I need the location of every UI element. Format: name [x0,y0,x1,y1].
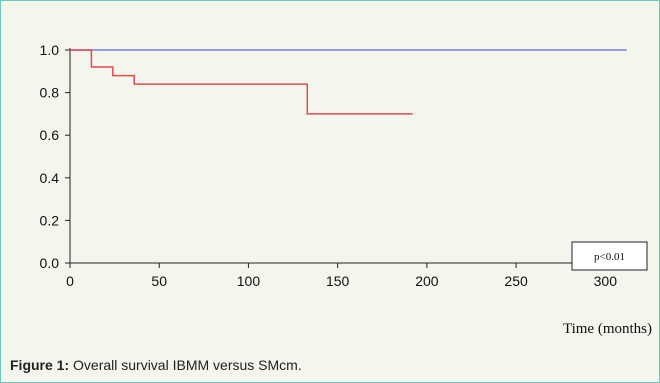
x-tick-label: 200 [415,273,439,289]
caption-label: Figure 1: [10,357,70,373]
series-line [70,49,413,115]
annotation-layer: p<0.01 [571,241,648,271]
y-tick-label: 1.0 [40,42,60,58]
x-tick-label: 250 [504,273,528,289]
x-axis-title: Time (months) [563,321,652,337]
x-tick-label: 300 [594,273,618,289]
x-tick-label: 0 [66,273,74,289]
caption-text: Overall survival IBMM versus SMcm. [69,357,302,373]
figure-caption: Figure 1: Overall survival IBMM versus S… [10,357,302,373]
y-tick-label: 0.4 [40,170,60,186]
y-tick-label: 0.2 [40,212,60,228]
p-value-box [571,241,648,271]
x-tick-label: 150 [326,273,350,289]
chart-axes: 0 50 100 150 200 250 300 0.0 0.2 0.4 0.6 0.8 1.0 Time… [40,42,652,337]
p-value-label: p<0.01 [594,251,625,263]
y-tick-label: 0.6 [40,127,60,143]
x-tick-label: 100 [237,273,261,289]
series-1 [69,49,413,115]
series-layer [69,49,627,115]
y-tick-label: 0.8 [40,85,60,101]
y-tick-label: 0.0 [40,255,60,271]
x-tick-label: 50 [151,273,167,289]
